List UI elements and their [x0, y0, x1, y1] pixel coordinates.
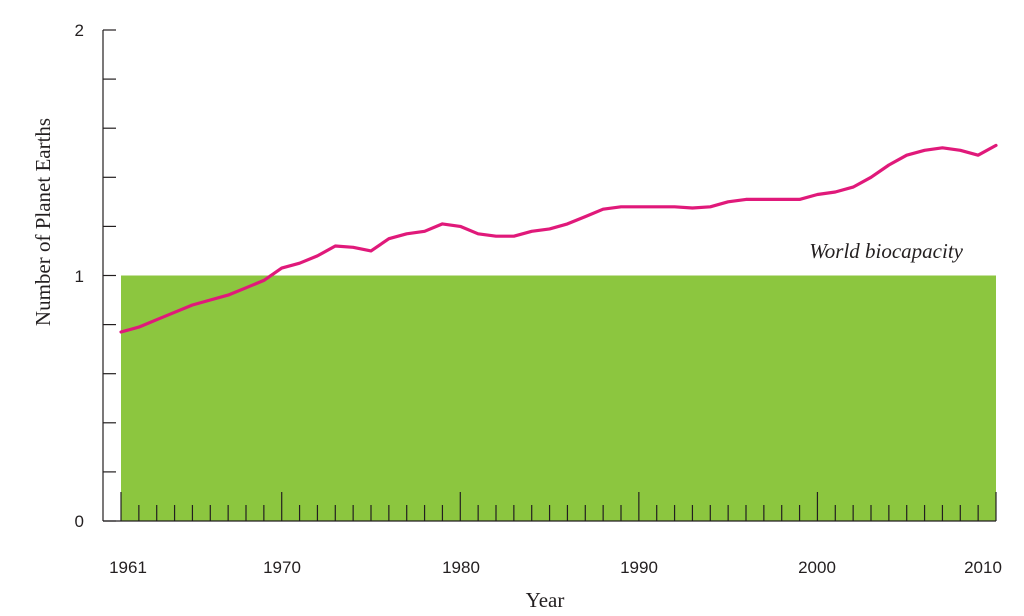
footprint-line: [119, 143, 998, 334]
x-tick-labels: 1961 1970 1980 1990 2000 2010: [109, 558, 1002, 577]
x-tick-label: 1980: [442, 558, 480, 577]
x-tick-label: 2000: [798, 558, 836, 577]
y-tick-label: 2: [75, 21, 84, 40]
x-tick-label: 2010: [964, 558, 1002, 577]
y-tick-labels: 0 1 2: [75, 21, 84, 531]
y-tick-label: 0: [75, 512, 84, 531]
x-tick-label: 1961: [109, 558, 147, 577]
x-tick-label: 1990: [620, 558, 658, 577]
biocapacity-area: [121, 275, 996, 521]
y-axis-title: Number of Planet Earths: [31, 118, 55, 326]
biocapacity-label: World biocapacity: [809, 239, 963, 263]
axis-ticks: [103, 29, 997, 522]
x-axis-title: Year: [526, 588, 565, 612]
x-tick-label: 1970: [263, 558, 301, 577]
y-tick-label: 1: [75, 267, 84, 286]
